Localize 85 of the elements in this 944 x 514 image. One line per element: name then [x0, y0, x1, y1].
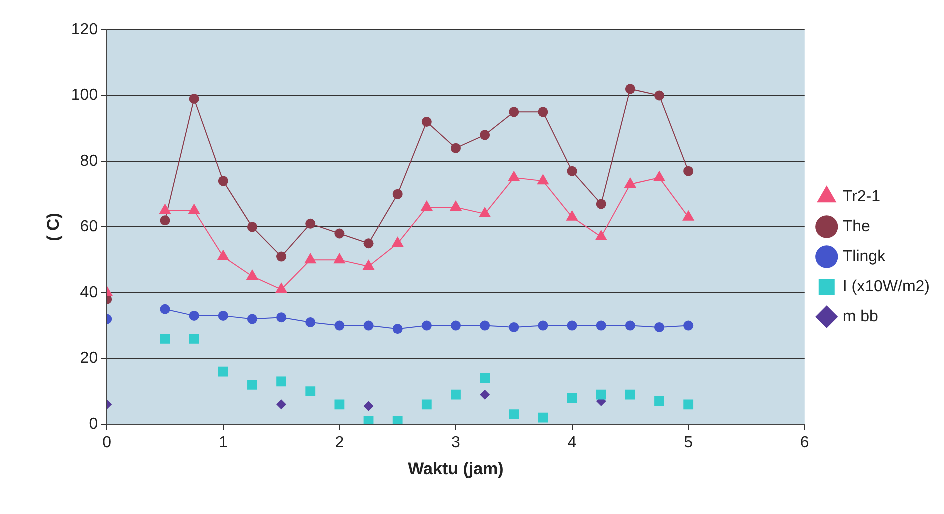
point — [567, 166, 578, 176]
y-tick-label: 40 — [80, 284, 98, 302]
x-tick-label: 6 — [800, 434, 810, 452]
point — [509, 322, 520, 332]
point — [334, 320, 345, 331]
point — [189, 94, 200, 104]
point — [364, 401, 374, 412]
point — [654, 90, 665, 101]
point — [450, 143, 461, 154]
point — [480, 320, 490, 331]
legend-label: I (x10W/m2) — [842, 278, 930, 296]
point — [276, 312, 287, 323]
point — [480, 390, 490, 400]
point — [509, 107, 520, 118]
point — [334, 228, 345, 239]
point — [392, 416, 403, 424]
y-axis-title: ( C) — [44, 213, 63, 242]
point — [684, 400, 694, 410]
x-tick-label: 1 — [218, 434, 228, 452]
point — [479, 207, 492, 218]
point — [160, 216, 170, 226]
point — [306, 218, 316, 229]
point — [567, 393, 578, 404]
point — [538, 107, 548, 118]
y-tick-label: 100 — [71, 87, 98, 104]
legend-label: The — [842, 218, 871, 236]
point — [189, 310, 200, 321]
point — [596, 390, 606, 400]
point — [218, 310, 228, 321]
y-tick-label: 80 — [80, 152, 98, 170]
point — [247, 314, 258, 324]
point — [654, 322, 665, 332]
point — [567, 320, 578, 331]
x-tick-label: 4 — [568, 434, 577, 452]
point — [189, 334, 200, 344]
point — [422, 117, 432, 128]
point — [450, 320, 461, 331]
point — [218, 366, 228, 377]
point — [422, 320, 432, 331]
point — [625, 320, 636, 331]
point — [596, 199, 606, 210]
point — [625, 390, 636, 400]
point — [654, 396, 664, 406]
point — [248, 380, 258, 390]
y-tick-label: 120 — [71, 21, 98, 38]
legend-label: Tr2-1 — [842, 188, 881, 206]
x-tick-label: 5 — [684, 434, 694, 452]
point — [304, 253, 317, 264]
point — [451, 390, 461, 400]
point — [247, 222, 258, 232]
point — [364, 320, 374, 331]
x-axis-title: Waktu (jam) — [408, 459, 504, 478]
legend-label: m bb — [842, 308, 879, 326]
point — [276, 252, 287, 262]
x-tick-label: 3 — [452, 434, 461, 452]
point — [364, 416, 374, 424]
point — [538, 320, 548, 331]
point — [480, 130, 490, 140]
point — [160, 304, 170, 314]
point — [684, 320, 694, 331]
point — [625, 84, 636, 94]
point — [276, 376, 286, 387]
point — [392, 324, 403, 334]
point — [392, 189, 403, 200]
point — [538, 412, 548, 423]
point — [276, 400, 287, 410]
point — [306, 318, 316, 328]
point — [684, 166, 694, 176]
point — [334, 253, 346, 264]
point — [334, 400, 345, 410]
legend-label: Tlingk — [842, 248, 887, 266]
point — [596, 320, 606, 331]
x-tick-label: 0 — [102, 434, 112, 452]
y-tick-label: 60 — [80, 218, 98, 236]
point — [509, 410, 520, 420]
x-tick-label: 2 — [335, 434, 344, 452]
point — [595, 230, 608, 241]
y-tick-label: 20 — [80, 350, 98, 368]
point — [160, 334, 170, 344]
y-tick-label: 0 — [89, 416, 98, 433]
point — [364, 238, 374, 249]
point — [218, 176, 228, 186]
point — [306, 386, 316, 396]
point — [422, 400, 432, 410]
point — [480, 373, 490, 384]
